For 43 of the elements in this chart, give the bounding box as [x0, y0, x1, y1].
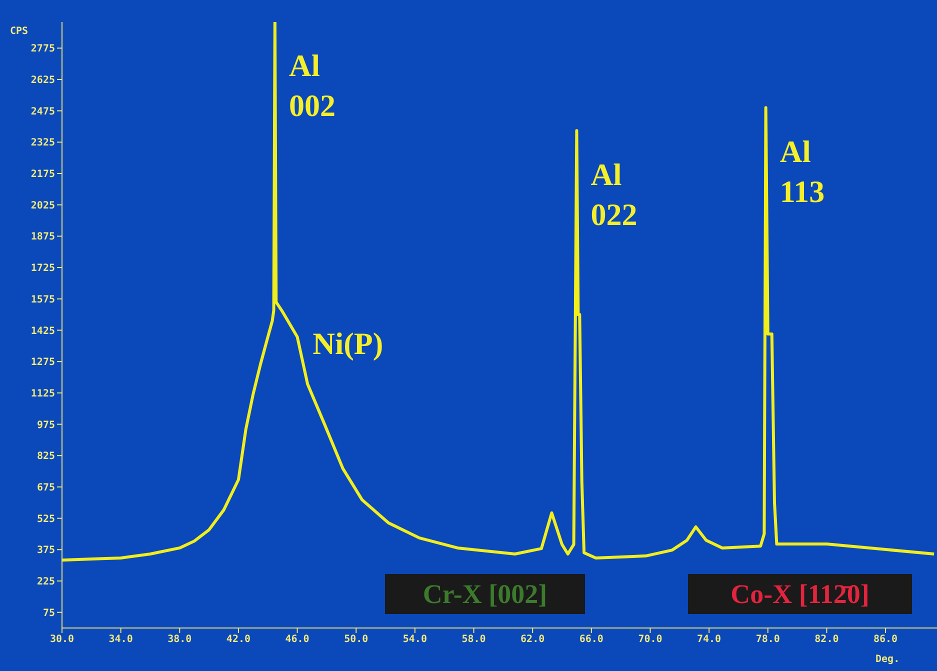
annotation: Ni(P) — [312, 324, 384, 363]
line-series — [62, 22, 936, 562]
y-tick-label: 1725 — [30, 263, 55, 274]
x-tick-label: 58.0 — [462, 634, 486, 646]
y-tick-label: 975 — [36, 420, 55, 431]
y-tick-label: 525 — [36, 514, 55, 525]
annotation: Al 002 — [288, 47, 336, 125]
x-tick-label: 54.0 — [402, 634, 427, 646]
y-tick-label: 1275 — [30, 357, 55, 368]
y-tick-label: 75 — [42, 608, 55, 619]
annotation: Co-X [112̄0] — [688, 574, 912, 614]
x-tick-label: 78.0 — [756, 634, 780, 646]
x-tick-label: 62.0 — [520, 634, 545, 646]
y-axis-title: CPS — [10, 26, 28, 37]
y-tick-label: 1875 — [30, 232, 55, 243]
y-tick-label: 2325 — [30, 138, 55, 149]
annotation: Al 022 — [590, 156, 638, 234]
x-tick-label: 46.0 — [285, 634, 310, 646]
x-tick-label: 30.0 — [50, 634, 74, 646]
y-tick-label: 2775 — [30, 44, 55, 55]
y-tick-label: 2625 — [30, 75, 55, 86]
y-tick-label: 1425 — [30, 326, 55, 337]
x-tick-label: 50.0 — [344, 634, 368, 646]
x-tick-label: 34.0 — [108, 634, 133, 646]
y-tick-label: 2475 — [30, 106, 55, 118]
x-tick-label: 42.0 — [226, 634, 251, 646]
x-tick-label: 66.0 — [579, 634, 604, 646]
x-tick-label: 82.0 — [814, 634, 839, 646]
y-tick-label: 675 — [36, 482, 55, 494]
annotation: Cr-X [002] — [385, 574, 585, 614]
x-tick-label: 74.0 — [697, 634, 722, 646]
x-tick-label: 86.0 — [873, 634, 898, 646]
y-tick-label: 225 — [36, 576, 55, 588]
x-axis-title: Deg. — [876, 654, 900, 665]
y-tick-label: 375 — [36, 545, 55, 556]
y-tick-label: 825 — [36, 451, 55, 462]
y-tick-label: 1125 — [30, 388, 55, 400]
y-tick-label: 2175 — [30, 169, 55, 180]
x-tick-label: 38.0 — [168, 634, 192, 646]
y-tick-label: 1575 — [30, 294, 55, 306]
annotation: Al 113 — [780, 132, 825, 211]
y-tick-label: 2025 — [30, 200, 55, 212]
x-tick-label: 70.0 — [638, 634, 662, 646]
